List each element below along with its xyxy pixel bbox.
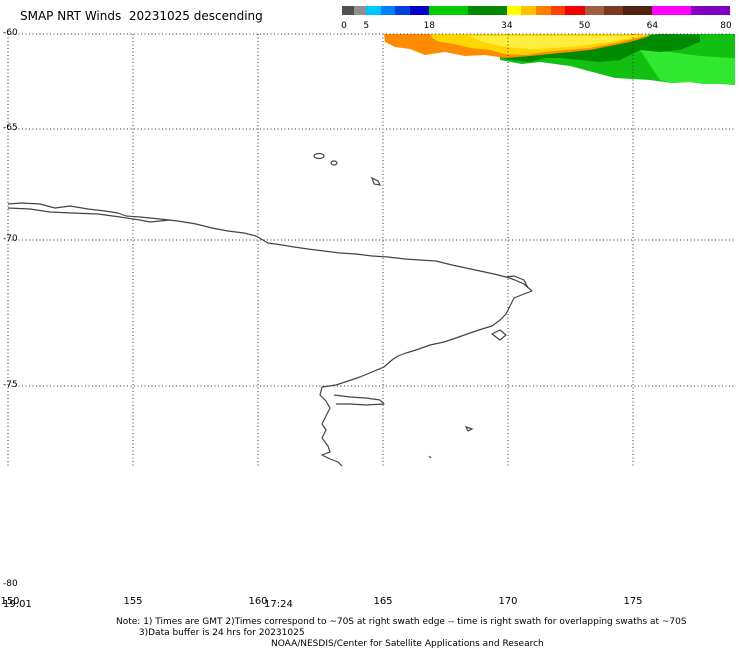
colorbar-segment [354, 6, 367, 15]
graticule [7, 33, 735, 466]
colorbar-segment [506, 6, 522, 15]
colorbar-tick-label: 80 [720, 21, 732, 31]
colorbar-segment [380, 6, 396, 15]
latitude-label: -70 [3, 234, 18, 244]
colorbar-segment [468, 6, 508, 15]
coastline-cape [505, 275, 529, 289]
swath-light-yellow [470, 36, 640, 49]
coastline-bay [491, 329, 507, 341]
islands [313, 152, 474, 459]
colorbar-tick-label: 34 [501, 21, 513, 31]
colorbar-tick-label: 5 [363, 21, 370, 31]
colorbar-segment [603, 6, 624, 15]
time-label-left: 19:01 [3, 599, 32, 610]
time-label-center: 17:24 [264, 599, 293, 610]
island-1 [313, 152, 325, 160]
latitude-label: -60 [3, 28, 18, 38]
island-2 [330, 160, 338, 166]
colorbar-tick-label: 50 [578, 21, 591, 31]
wind-swath [384, 34, 735, 85]
footnote-line-1: Note: 1) Times are GMT 2)Times correspon… [116, 617, 687, 627]
latitude-label: -65 [3, 123, 18, 133]
longitude-label: 155 [123, 596, 143, 607]
colorbar-segment [366, 6, 382, 15]
island-5 [428, 455, 432, 459]
coastline-inlet [333, 394, 385, 406]
colorbar-segment [691, 6, 731, 15]
island-4 [464, 425, 474, 432]
latitude-label: -75 [3, 380, 18, 390]
coastline [7, 202, 533, 467]
island-3 [370, 176, 382, 186]
colorbar-segment [623, 6, 653, 15]
wind-speed-colorbar: 0 5 18 34 50 64 80 [341, 6, 732, 31]
longitude-label: 175 [623, 596, 643, 607]
colorbar-segment [429, 6, 469, 15]
longitude-label: 170 [498, 596, 518, 607]
colorbar-segment [536, 6, 552, 15]
colorbar-tick-label: 64 [646, 21, 659, 31]
colorbar-segment [409, 6, 430, 15]
credit-line: NOAA/NESDIS/Center for Satellite Applica… [271, 639, 544, 649]
colorbar-segment [584, 6, 605, 15]
swath-light-green [640, 50, 735, 85]
latitude-label: -80 [3, 579, 18, 589]
colorbar-segment [342, 6, 355, 15]
longitude-label: 150 [0, 596, 20, 607]
colorbar-segment [550, 6, 566, 15]
longitude-label: 165 [373, 596, 393, 607]
longitude-label: 160 [248, 596, 268, 607]
colorbar-tick-label: 0 [341, 21, 347, 31]
colorbar-segment [565, 6, 585, 15]
colorbar-tick-label: 18 [423, 21, 436, 31]
footnote-line-2: 3)Data buffer is 24 hrs for 20231025 [116, 628, 305, 638]
coastline-main [7, 202, 533, 467]
footnote: Note: 1) Times are GMT 2)Times correspon… [116, 617, 687, 639]
colorbar-segment [521, 6, 537, 15]
colorbar-segment [652, 6, 692, 15]
coastline-shelf [7, 207, 171, 223]
map-title: SMAP NRT Winds 20231025 descending [20, 9, 263, 23]
colorbar-segment [395, 6, 411, 15]
